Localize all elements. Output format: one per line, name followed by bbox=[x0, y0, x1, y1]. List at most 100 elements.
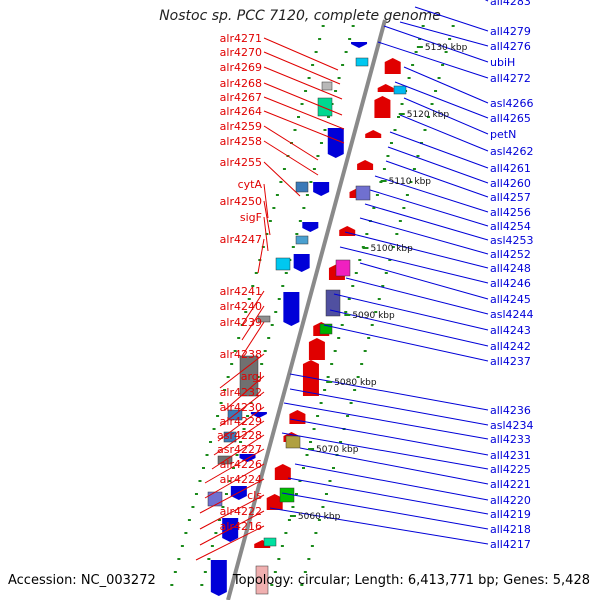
forward-gene[interactable] bbox=[357, 160, 374, 170]
right-gene-label[interactable]: petN bbox=[490, 128, 516, 141]
right-gene-label[interactable]: all4260 bbox=[490, 177, 531, 190]
left-gene-label[interactable]: alr4264 bbox=[220, 105, 262, 118]
right-gene-label[interactable]: all4261 bbox=[490, 162, 531, 175]
right-gene-label[interactable]: all4256 bbox=[490, 206, 531, 219]
gene-box[interactable] bbox=[275, 257, 291, 271]
right-gene-label[interactable]: all4265 bbox=[490, 112, 531, 125]
left-gene-label[interactable]: alr4241 bbox=[220, 285, 262, 298]
left-gene-label[interactable]: argJ bbox=[241, 370, 262, 383]
gene-box[interactable] bbox=[319, 323, 333, 335]
reverse-gene[interactable] bbox=[302, 222, 319, 232]
guide-dot bbox=[223, 389, 227, 391]
forward-gene[interactable] bbox=[308, 338, 325, 360]
gene-box[interactable] bbox=[317, 97, 333, 117]
right-gene-label[interactable]: all4252 bbox=[490, 248, 531, 261]
reverse-gene[interactable] bbox=[351, 42, 368, 48]
right-gene-label[interactable]: all4276 bbox=[490, 40, 531, 53]
reverse-gene[interactable] bbox=[327, 128, 344, 158]
left-gene-label[interactable]: alr4255 bbox=[220, 156, 262, 169]
left-gene-label[interactable]: alr4267 bbox=[220, 91, 262, 104]
left-gene-label[interactable]: alr4270 bbox=[220, 46, 262, 59]
reverse-gene[interactable] bbox=[293, 254, 310, 272]
gene-box[interactable] bbox=[355, 57, 369, 67]
left-gene-label[interactable]: alr4229 bbox=[220, 415, 262, 428]
forward-gene[interactable] bbox=[374, 96, 391, 118]
left-gene-label[interactable]: asr4227 bbox=[217, 443, 262, 456]
left-gene-label[interactable]: cytA bbox=[238, 178, 263, 191]
right-gene-label[interactable]: all4242 bbox=[490, 340, 531, 353]
right-gene-label[interactable]: all4248 bbox=[490, 262, 531, 275]
gene-box[interactable] bbox=[285, 435, 301, 449]
right-gene-label[interactable]: all4225 bbox=[490, 463, 531, 476]
left-gene-label[interactable]: sigF bbox=[240, 211, 262, 224]
left-gene-label[interactable]: alr4247 bbox=[220, 233, 262, 246]
gene-box[interactable] bbox=[325, 289, 341, 317]
gene-box[interactable] bbox=[295, 235, 309, 245]
left-gene-label[interactable]: alr4258 bbox=[220, 135, 262, 148]
reverse-gene[interactable] bbox=[313, 182, 330, 196]
reverse-gene[interactable] bbox=[230, 486, 247, 500]
reverse-gene[interactable] bbox=[210, 560, 227, 596]
right-gene-label[interactable]: all4219 bbox=[490, 508, 531, 521]
left-gene-label[interactable]: alr4259 bbox=[220, 120, 262, 133]
right-gene-label[interactable]: all4217 bbox=[490, 538, 531, 551]
left-gene-label[interactable]: alr4232 bbox=[220, 386, 262, 399]
left-gene-label[interactable]: alr4240 bbox=[220, 300, 262, 313]
gene-box[interactable] bbox=[295, 181, 309, 193]
topology-summary: Topology: circular; Length: 6,413,771 bp… bbox=[232, 573, 590, 588]
guide-dot bbox=[246, 415, 250, 417]
left-gene-label[interactable]: alr4224 bbox=[220, 473, 262, 486]
left-gene-label[interactable]: alr4250 bbox=[220, 195, 262, 208]
guide-dot bbox=[451, 25, 455, 27]
right-gene-label[interactable]: all4236 bbox=[490, 404, 531, 417]
forward-gene[interactable] bbox=[274, 464, 291, 480]
forward-gene[interactable] bbox=[365, 130, 382, 138]
reverse-gene[interactable] bbox=[283, 292, 300, 326]
left-gene-label[interactable]: alr4230 bbox=[220, 401, 262, 414]
left-gene-label[interactable]: alr4222 bbox=[220, 505, 262, 518]
gene-box[interactable] bbox=[335, 259, 351, 277]
left-gene-label[interactable]: alr4226 bbox=[220, 458, 262, 471]
right-gene-label[interactable]: all4243 bbox=[490, 324, 531, 337]
right-gene-label[interactable]: all4245 bbox=[490, 293, 531, 306]
right-gene-label[interactable]: all4279 bbox=[490, 25, 531, 38]
right-gene-label[interactable]: all4233 bbox=[490, 433, 531, 446]
left-gene-label[interactable]: asr4228 bbox=[217, 429, 262, 442]
right-gene-label[interactable]: all4218 bbox=[490, 523, 531, 536]
gene-box[interactable] bbox=[263, 537, 277, 547]
forward-gene[interactable] bbox=[289, 410, 306, 424]
right-gene-label[interactable]: asl4266 bbox=[490, 97, 534, 110]
right-gene-label[interactable]: asl4234 bbox=[490, 419, 534, 432]
right-gene-label[interactable]: all4257 bbox=[490, 191, 531, 204]
reverse-gene[interactable] bbox=[222, 518, 239, 542]
right-gene-label[interactable]: all4283 bbox=[490, 0, 531, 8]
right-gene-label[interactable]: asl4253 bbox=[490, 234, 534, 247]
right-gene-label[interactable]: all4246 bbox=[490, 277, 531, 290]
gene-box[interactable] bbox=[239, 355, 259, 397]
left-gene-label[interactable]: alr4271 bbox=[220, 32, 262, 45]
gene-box[interactable] bbox=[393, 85, 407, 95]
right-gene-label[interactable]: asl4244 bbox=[490, 308, 534, 321]
gene-box[interactable] bbox=[255, 565, 269, 595]
right-gene-label[interactable]: all4221 bbox=[490, 478, 531, 491]
gene-box[interactable] bbox=[207, 491, 223, 507]
left-gene-label[interactable]: alr4268 bbox=[220, 77, 262, 90]
right-gene-label[interactable]: ubiH bbox=[490, 56, 515, 69]
right-gene-label[interactable]: all4254 bbox=[490, 220, 531, 233]
right-gene-label[interactable]: all4237 bbox=[490, 355, 531, 368]
left-gene-label[interactable]: alr4216 bbox=[220, 520, 262, 533]
right-gene-label[interactable]: asl4262 bbox=[490, 145, 534, 158]
gene-box[interactable] bbox=[355, 185, 371, 201]
forward-gene[interactable] bbox=[339, 226, 356, 236]
left-gene-label[interactable]: alr4238 bbox=[220, 348, 262, 361]
forward-gene[interactable] bbox=[377, 84, 394, 92]
gene-box[interactable] bbox=[321, 81, 333, 91]
right-gene-label[interactable]: all4272 bbox=[490, 72, 531, 85]
left-gene-label[interactable]: cls bbox=[247, 489, 262, 502]
right-gene-label[interactable]: all4220 bbox=[490, 494, 531, 507]
left-gene-label[interactable]: alr4269 bbox=[220, 61, 262, 74]
right-gene-label[interactable]: all4231 bbox=[490, 449, 531, 462]
forward-gene[interactable] bbox=[266, 494, 283, 510]
forward-gene[interactable] bbox=[384, 58, 401, 74]
left-gene-label[interactable]: alr4239 bbox=[220, 316, 262, 329]
